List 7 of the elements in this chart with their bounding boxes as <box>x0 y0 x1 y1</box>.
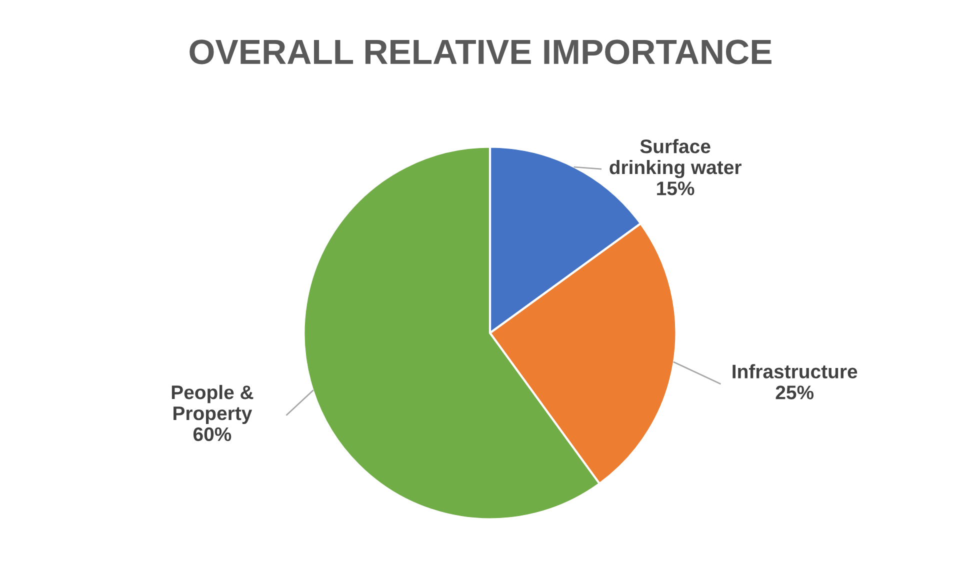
slice-label: People & Property <box>172 384 254 424</box>
data-label: 15% <box>657 182 694 196</box>
data-label: 25% <box>776 386 814 400</box>
slice-label: Infrastructure <box>732 364 858 378</box>
data-label: 60% <box>193 427 232 442</box>
slice-label: Surface drinking water <box>610 139 742 178</box>
chart-title: OVERALL RELATIVE IMPORTANCE <box>190 40 772 64</box>
